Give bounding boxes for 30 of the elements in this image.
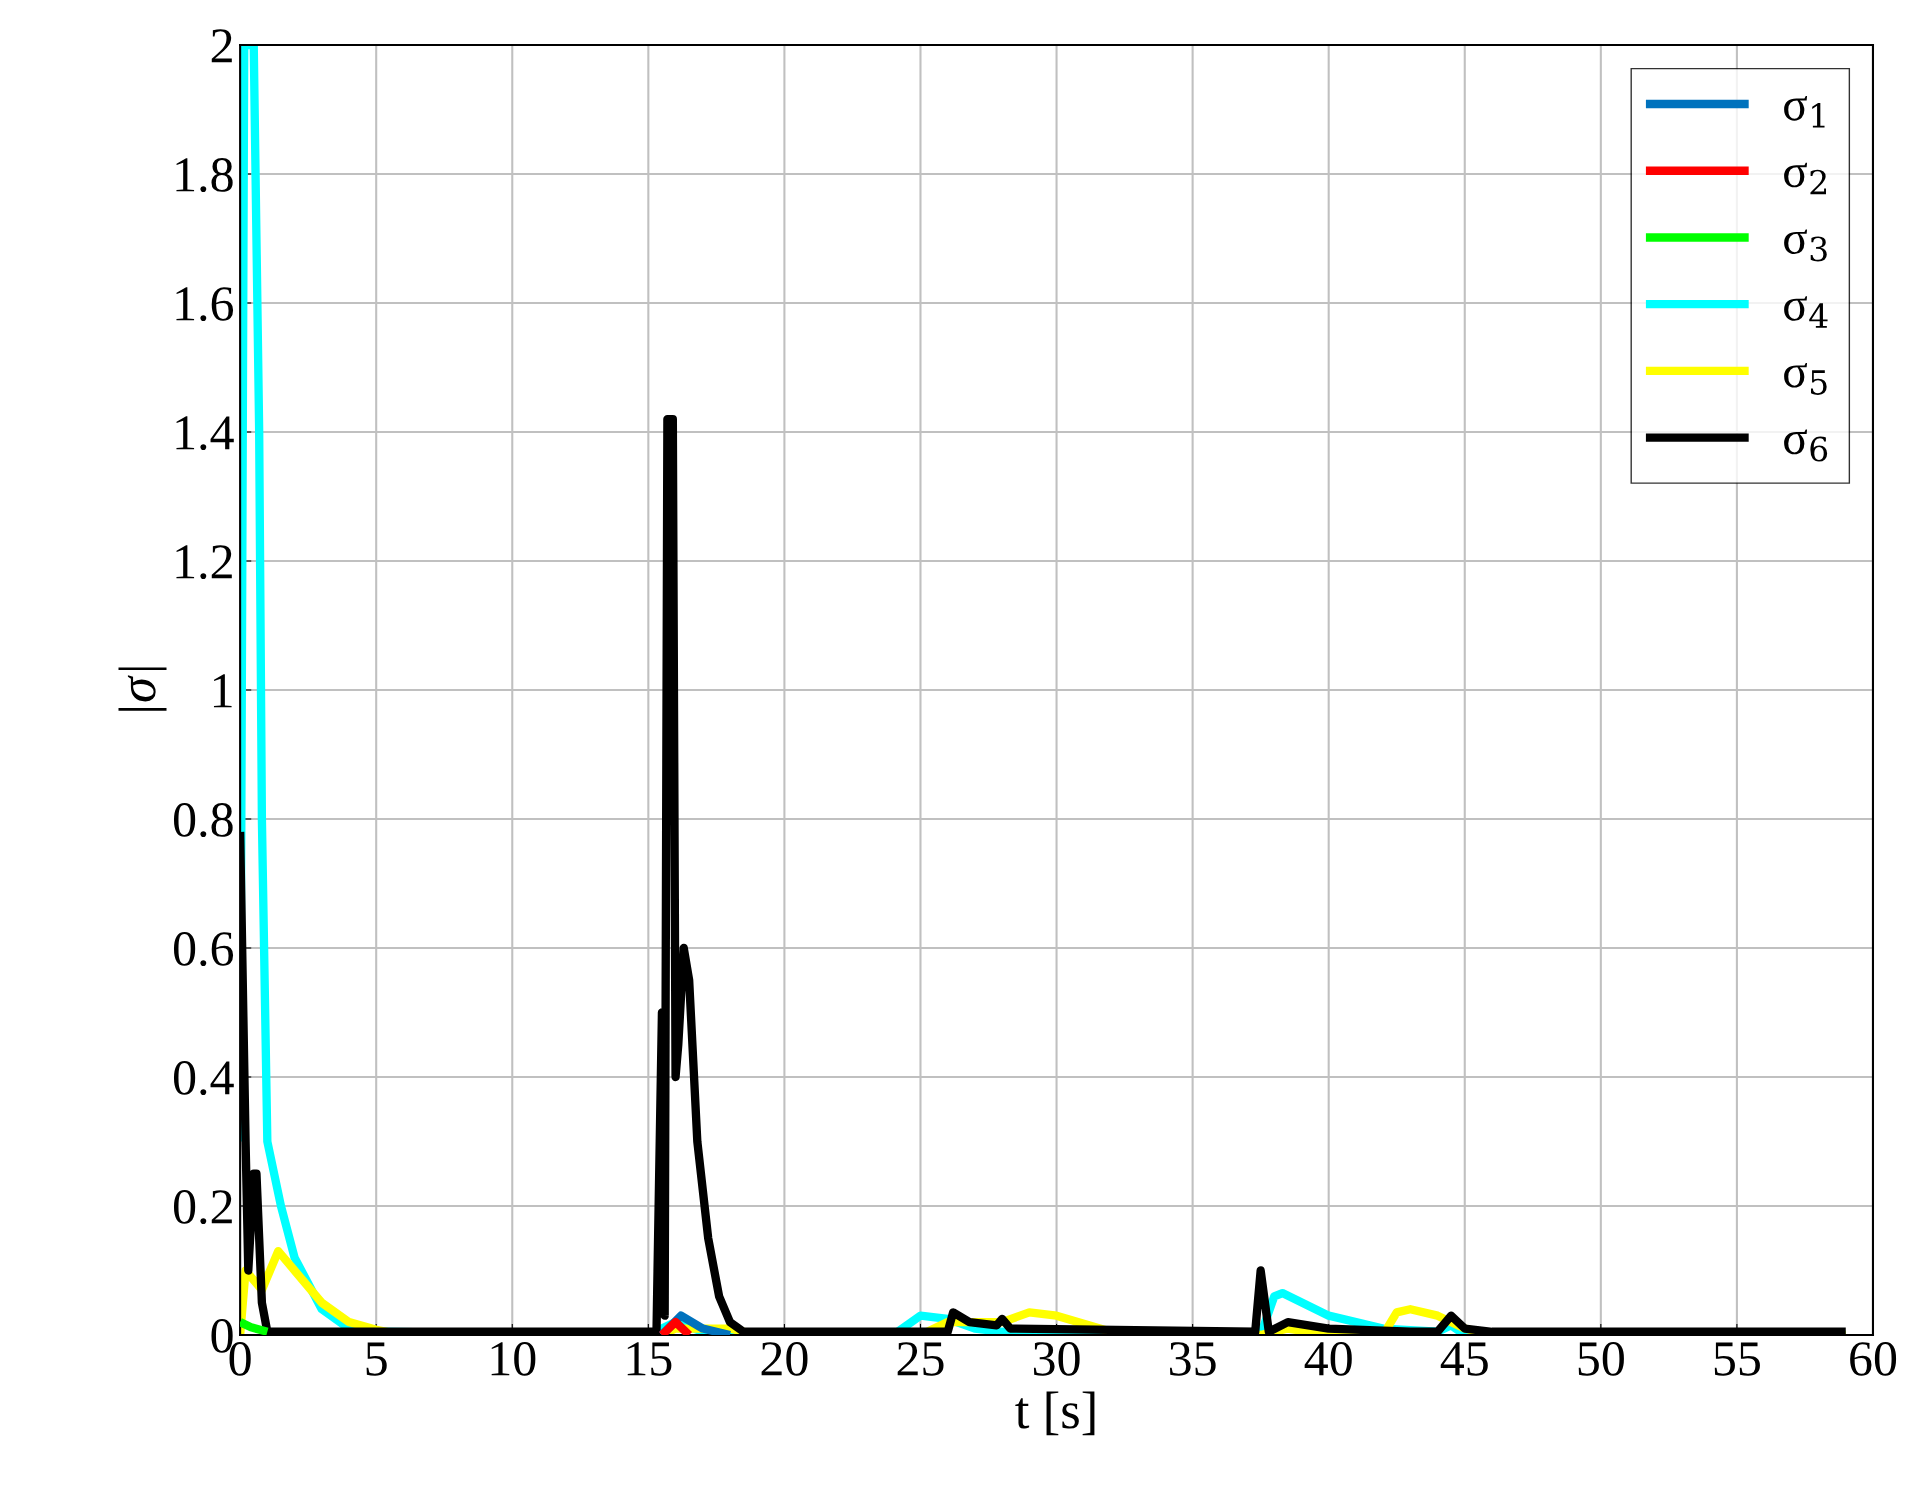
x-tick-label: 15 xyxy=(627,1342,672,1376)
x-axis-title: t [s] xyxy=(1015,1391,1095,1436)
y-tick-label: 0.2 xyxy=(173,1190,232,1225)
x-tick-label: 5 xyxy=(366,1342,387,1376)
x-tick-label: 60 xyxy=(1850,1342,1897,1376)
x-tick-label: 50 xyxy=(1578,1342,1624,1376)
x-tick-label: 30 xyxy=(1033,1342,1080,1376)
y-tick-label: 2 xyxy=(211,29,232,63)
x-tick-label: 40 xyxy=(1304,1342,1352,1376)
y-tick-label: 0.8 xyxy=(173,803,233,838)
legend-label: σ$_{5}$ xyxy=(1784,362,1827,395)
x-tick-label: 35 xyxy=(1170,1342,1216,1376)
x-tick-label: 45 xyxy=(1440,1342,1488,1376)
y-tick-label: 1.2 xyxy=(176,545,232,580)
x-tick-label: 55 xyxy=(1714,1342,1760,1376)
legend-label: σ$_{6}$ xyxy=(1784,429,1828,462)
legend-label: σ$_{4}$ xyxy=(1784,296,1828,328)
x-tick-label: 25 xyxy=(897,1342,944,1376)
legend-label: σ$_{2}$ xyxy=(1784,162,1826,195)
y-tick-label: 0.4 xyxy=(173,1061,234,1096)
legend-label: σ$_{3}$ xyxy=(1784,229,1827,262)
y-axis-title: |σ| xyxy=(118,667,167,711)
y-tick-label: 1.4 xyxy=(176,416,234,451)
legend-label: σ$_{1}$ xyxy=(1784,96,1825,128)
y-tick-label: 0.6 xyxy=(173,932,234,967)
y-tick-label: 1 xyxy=(213,674,232,708)
x-tick-label: 20 xyxy=(761,1342,808,1376)
x-tick-label: 10 xyxy=(491,1342,536,1376)
y-tick-label: 1.6 xyxy=(176,287,234,322)
y-tick-label: 1.8 xyxy=(176,158,233,193)
